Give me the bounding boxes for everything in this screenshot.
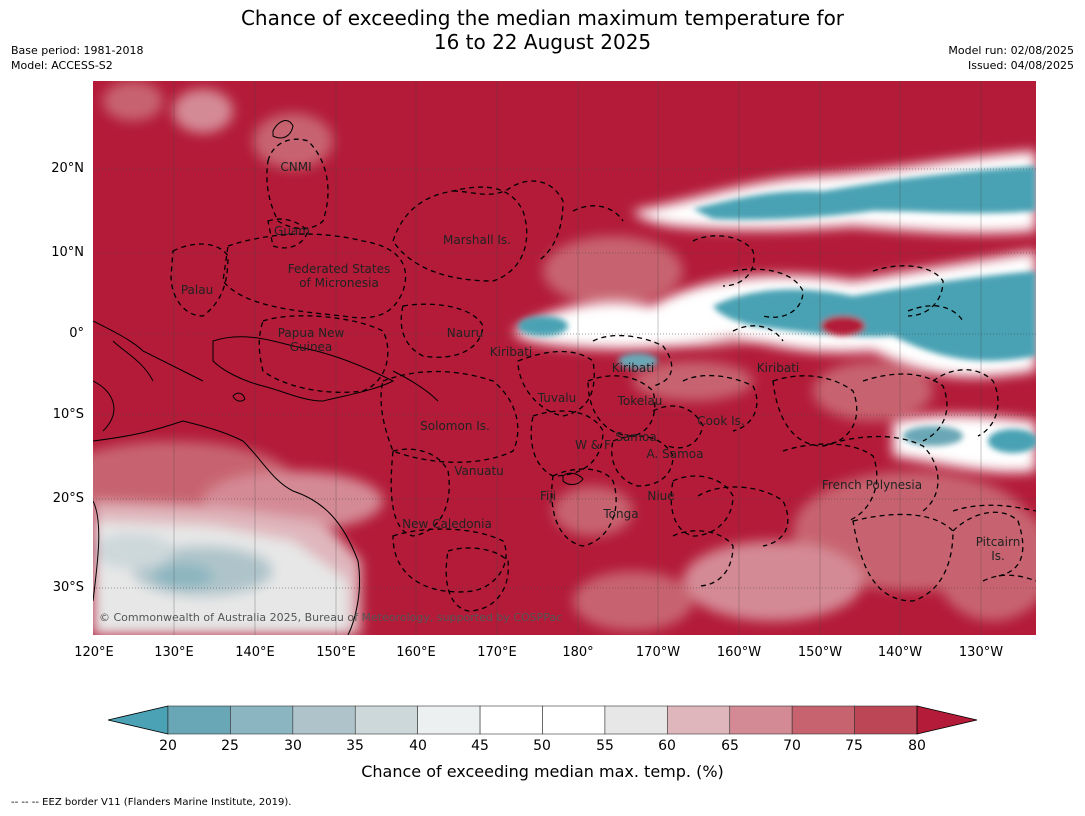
lon-label-160e: 160°E bbox=[396, 645, 436, 660]
lat-label-30s: 30°S bbox=[52, 580, 84, 595]
label-fsm-line2: of Micronesia bbox=[299, 276, 379, 290]
label-fiji: Fiji bbox=[539, 489, 557, 503]
lon-label-160w: 160°W bbox=[716, 645, 762, 660]
label-american-samoa: A. Samoa bbox=[646, 447, 704, 461]
colorbar-tick-35: 35 bbox=[346, 738, 364, 754]
colorbar-segment bbox=[854, 705, 918, 735]
colorbar-segment bbox=[354, 705, 418, 735]
lon-label-140w: 140°W bbox=[877, 645, 923, 660]
colorbar-segment bbox=[417, 705, 481, 735]
label-solomon: Solomon Is. bbox=[420, 419, 490, 433]
coastlines bbox=[93, 120, 584, 635]
colorbar-segment bbox=[729, 705, 793, 735]
meta-left: Base period: 1981-2018 Model: ACCESS-S2 bbox=[11, 43, 143, 73]
colorbar-segment bbox=[791, 705, 855, 735]
label-kiribati-central: Kiribati bbox=[611, 361, 655, 375]
label-cnmi: CNMI bbox=[280, 160, 312, 174]
lat-label-20n: 20°N bbox=[51, 161, 84, 176]
lon-label-150w: 150°W bbox=[797, 645, 843, 660]
colorbar-segment bbox=[230, 705, 294, 735]
label-marshall: Marshall Is. bbox=[443, 233, 511, 247]
label-kiribati-east: Kiribati bbox=[756, 361, 800, 375]
label-vanuatu: Vanuatu bbox=[454, 464, 504, 478]
title-line-1: Chance of exceeding the median maximum t… bbox=[240, 6, 845, 30]
label-new-caledonia: New Caledonia bbox=[402, 517, 492, 531]
colorbar-segment bbox=[167, 705, 231, 735]
colorbar bbox=[107, 705, 978, 735]
label-pitcairn-line1: Pitcairn bbox=[975, 535, 1021, 549]
colorbar-label: Chance of exceeding median max. temp. (%… bbox=[361, 762, 724, 781]
meta-right: Model run: 02/08/2025 Issued: 04/08/2025 bbox=[948, 43, 1074, 73]
colorbar-tick-20: 20 bbox=[159, 738, 177, 754]
label-tuvalu: Tuvalu bbox=[537, 391, 577, 405]
lat-label-10s: 10°S bbox=[52, 407, 84, 422]
label-png-line2: Guinea bbox=[289, 340, 333, 354]
base-period-text: Base period: 1981-2018 bbox=[11, 44, 144, 57]
colorbar-tick-75: 75 bbox=[845, 738, 863, 754]
colorbar-tick-45: 45 bbox=[471, 738, 489, 754]
lon-label-140e: 140°E bbox=[235, 645, 275, 660]
title-line-2: 16 to 22 August 2025 bbox=[433, 30, 652, 54]
colorbar-segment bbox=[542, 705, 606, 735]
label-pitcairn-line2: Is. bbox=[991, 549, 1005, 563]
probability-map: CNMI Guam Marshall Is. Federated States … bbox=[93, 81, 1036, 635]
colorbar-segment bbox=[292, 705, 356, 735]
eez-footnote: -- -- -- EEZ border V11 (Flanders Marine… bbox=[11, 797, 292, 808]
label-cook: Cook Is. bbox=[697, 414, 745, 428]
colorbar-tick-55: 55 bbox=[596, 738, 614, 754]
lon-label-120e: 120°E bbox=[74, 645, 114, 660]
equatorial-very-low-bands bbox=[518, 166, 1036, 453]
lat-label-20s: 20°S bbox=[52, 491, 84, 506]
lat-label-10n: 10°N bbox=[51, 245, 84, 260]
issued-text: Issued: 04/08/2025 bbox=[967, 59, 1074, 72]
label-tonga: Tonga bbox=[603, 507, 639, 521]
label-guam: Guam bbox=[274, 224, 310, 238]
lon-label-170w: 170°W bbox=[635, 645, 681, 660]
colorbar-tick-65: 65 bbox=[721, 738, 739, 754]
model-run-text: Model run: 02/08/2025 bbox=[948, 44, 1074, 57]
label-nauru: Nauru bbox=[446, 326, 484, 340]
colorbar-segments bbox=[107, 705, 978, 735]
colorbar-extend-high bbox=[916, 705, 978, 735]
colorbar-segment bbox=[479, 705, 543, 735]
model-text: Model: ACCESS-S2 bbox=[11, 59, 113, 72]
lon-label-130w: 130°W bbox=[958, 645, 1004, 660]
colorbar-tick-30: 30 bbox=[284, 738, 302, 754]
lon-label-150e: 150°E bbox=[316, 645, 356, 660]
label-wf: W & F bbox=[575, 438, 611, 452]
map-canvas bbox=[93, 81, 1036, 635]
lon-label-170e: 170°E bbox=[477, 645, 517, 660]
colorbar-tick-80: 80 bbox=[908, 738, 926, 754]
label-png-line1: Papua New bbox=[277, 326, 345, 340]
colorbar-extend-low bbox=[107, 705, 169, 735]
label-fsm: Federated States of Micronesia bbox=[288, 262, 390, 290]
label-png: Papua New Guinea bbox=[278, 326, 345, 354]
meridians bbox=[173, 81, 982, 635]
moderate-probability-areas bbox=[93, 81, 1036, 631]
label-tokelau: Tokelau bbox=[617, 394, 663, 408]
graticule bbox=[93, 168, 1036, 589]
colorbar-segment bbox=[604, 705, 668, 735]
lat-label-0: 0° bbox=[69, 326, 84, 341]
label-fsm-line1: Federated States bbox=[287, 262, 391, 276]
colorbar-tick-60: 60 bbox=[658, 738, 676, 754]
colorbar-tick-70: 70 bbox=[783, 738, 801, 754]
label-palau: Palau bbox=[180, 283, 214, 297]
label-french-polynesia: French Polynesia bbox=[821, 478, 923, 492]
lon-label-130e: 130°E bbox=[154, 645, 194, 660]
colorbar-tick-40: 40 bbox=[409, 738, 427, 754]
australia-low-area bbox=[93, 501, 361, 635]
map-title: Chance of exceeding the median maximum t… bbox=[0, 6, 1085, 54]
label-kiribati-west: Kiribati bbox=[489, 345, 533, 359]
label-niue: Niue bbox=[647, 489, 675, 503]
colorbar-tick-25: 25 bbox=[221, 738, 239, 754]
colorbar-segment bbox=[667, 705, 731, 735]
copyright-notice: © Commonwealth of Australia 2025, Bureau… bbox=[99, 611, 563, 624]
eez-borders bbox=[170, 138, 1036, 612]
label-samoa: Samoa bbox=[615, 430, 657, 444]
colorbar-tick-50: 50 bbox=[533, 738, 551, 754]
lon-label-180: 180° bbox=[562, 645, 594, 660]
label-pitcairn: Pitcairn Is. bbox=[976, 535, 1021, 563]
